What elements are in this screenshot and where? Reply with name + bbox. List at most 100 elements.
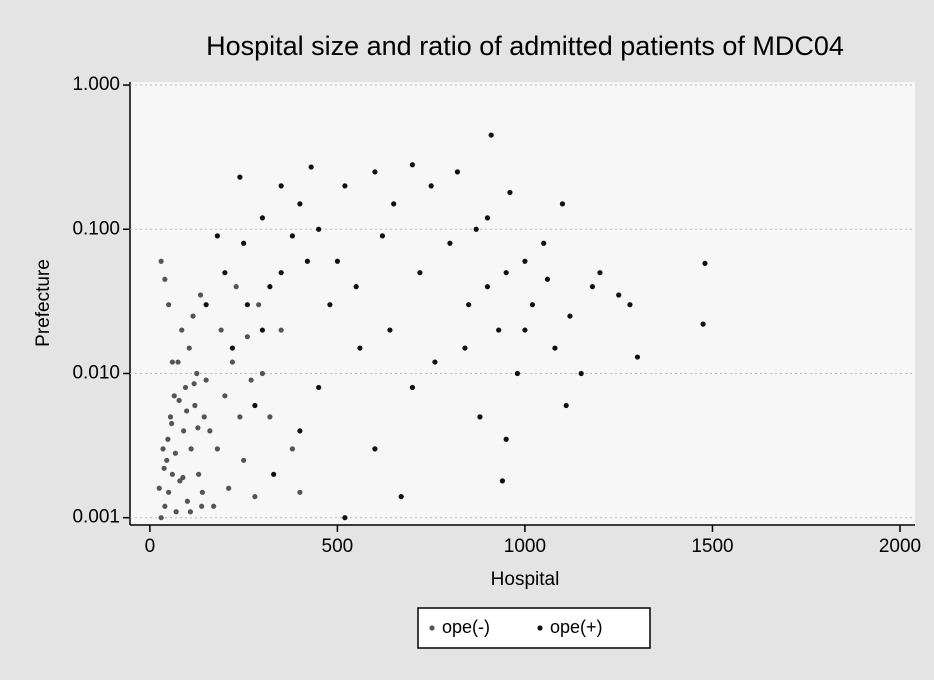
- point: [522, 258, 528, 264]
- point: [203, 302, 209, 308]
- point: [499, 478, 506, 484]
- point: [256, 302, 262, 308]
- point: [229, 359, 235, 365]
- point: [233, 284, 239, 290]
- point: [462, 345, 468, 351]
- y-axis-title: Prefecture: [33, 259, 54, 347]
- x-tick-label: 1000: [504, 536, 546, 557]
- point: [391, 201, 397, 207]
- point: [496, 327, 502, 333]
- point: [417, 270, 423, 276]
- point: [181, 428, 187, 434]
- x-tick-label: 500: [322, 536, 354, 557]
- point: [259, 215, 265, 221]
- point: [297, 489, 303, 495]
- point: [211, 503, 217, 509]
- point: [190, 313, 196, 319]
- point: [466, 302, 472, 308]
- point: [203, 377, 209, 383]
- y-tick-label: 0.001: [72, 507, 120, 528]
- point: [162, 276, 168, 282]
- point: [529, 302, 536, 308]
- point: [503, 436, 509, 442]
- y-tick-label: 0.100: [72, 218, 120, 239]
- point: [176, 397, 182, 404]
- point: [428, 183, 434, 189]
- point: [447, 240, 453, 246]
- point: [252, 494, 258, 500]
- point: [267, 284, 273, 290]
- point: [194, 370, 200, 377]
- point: [222, 393, 228, 399]
- point: [409, 162, 416, 168]
- point: [289, 446, 296, 452]
- point: [197, 292, 204, 298]
- y-tick-label: 0.010: [72, 363, 120, 384]
- legend-box: [417, 607, 651, 649]
- point: [229, 345, 235, 351]
- point: [169, 420, 175, 427]
- point: [218, 327, 224, 333]
- point: [172, 450, 178, 456]
- point: [161, 465, 167, 471]
- point: [278, 183, 284, 189]
- point: [567, 313, 573, 319]
- point: [158, 258, 164, 264]
- point: [702, 260, 708, 266]
- chart-title: Hospital size and ratio of admitted pati…: [206, 31, 844, 61]
- point: [171, 393, 177, 399]
- point: [226, 485, 232, 491]
- x-tick-label: 0: [145, 536, 156, 557]
- point: [316, 226, 322, 232]
- point: [237, 414, 243, 420]
- point: [278, 270, 284, 276]
- point: [297, 201, 303, 207]
- point: [192, 402, 198, 409]
- point: [304, 258, 311, 264]
- point: [398, 494, 404, 500]
- point: [259, 370, 265, 377]
- point: [700, 321, 706, 327]
- point: [454, 169, 461, 175]
- point: [252, 402, 258, 409]
- point: [164, 457, 170, 463]
- point: [165, 436, 171, 442]
- point: [514, 370, 521, 377]
- point: [379, 233, 386, 239]
- point: [166, 489, 172, 495]
- point: [201, 414, 207, 420]
- point: [199, 503, 205, 509]
- point: [342, 183, 348, 189]
- legend-marker: [429, 625, 435, 631]
- point: [484, 284, 491, 290]
- point: [167, 414, 174, 420]
- point: [184, 498, 190, 504]
- point: [186, 345, 192, 351]
- point: [158, 515, 164, 521]
- point: [196, 471, 202, 477]
- x-tick-label: 1500: [691, 536, 733, 557]
- point: [177, 478, 183, 484]
- legend-marker: [537, 625, 543, 631]
- y-tick-label: 1.000: [72, 74, 120, 95]
- point: [222, 270, 228, 276]
- point: [169, 471, 175, 477]
- point: [484, 215, 491, 221]
- point: [503, 270, 509, 276]
- point: [241, 457, 247, 463]
- point: [267, 414, 273, 420]
- point: [342, 515, 348, 521]
- point: [544, 276, 551, 282]
- point: [271, 471, 277, 477]
- point: [199, 489, 205, 495]
- point: [627, 302, 633, 308]
- point: [173, 509, 179, 515]
- point: [327, 302, 333, 308]
- x-axis-title: Hospital: [491, 569, 560, 590]
- point: [169, 359, 175, 365]
- point: [182, 384, 189, 391]
- point: [308, 164, 314, 170]
- point: [241, 240, 247, 246]
- point: [563, 402, 569, 409]
